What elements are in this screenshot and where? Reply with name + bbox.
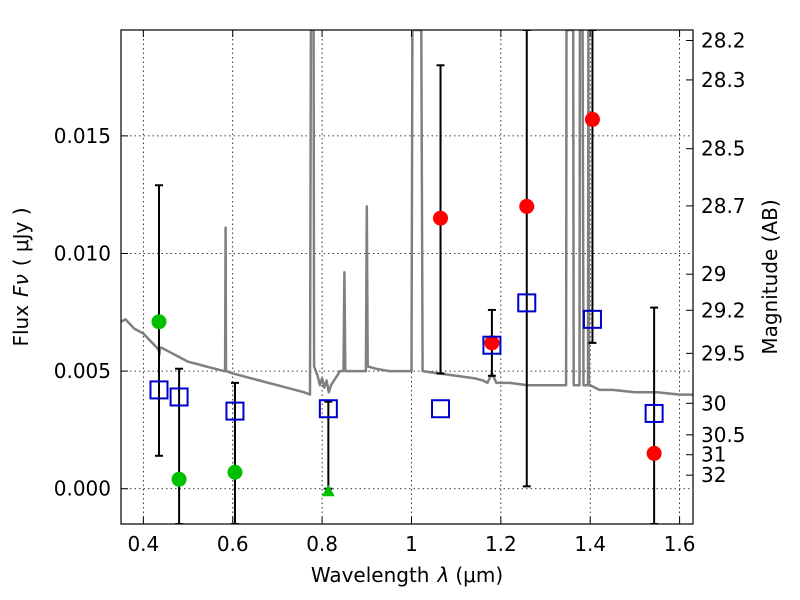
model-band-flux (582, 309, 602, 329)
y-tick-label: 0.010 (54, 241, 111, 265)
x-tick-label: 1.2 (485, 532, 517, 556)
model-band-flux (169, 387, 189, 407)
y2-tick-label: 31 (701, 443, 726, 467)
data-point (433, 210, 449, 226)
y2-tick-label: 28.7 (701, 194, 746, 218)
model-band-flux (482, 335, 502, 355)
y2-tick-label: 28.5 (701, 137, 746, 161)
upper-limit-marker (321, 484, 335, 497)
x-tick-label: 1.4 (574, 532, 606, 556)
x-axis-title: Wavelength λ (μm) (311, 563, 503, 587)
y-axis-left: 0.000 0.005 0.010 0.015 (54, 124, 128, 501)
x-tick-label: 0.4 (127, 532, 159, 556)
plot-frame (120, 29, 694, 525)
x-tick-label: 0.6 (217, 532, 249, 556)
model-band-flux (517, 293, 537, 313)
y-tick-label: 0.015 (54, 124, 111, 148)
y2-tick-label: 32 (701, 463, 726, 487)
y2-tick-label: 29 (701, 262, 726, 286)
model-band-flux (225, 401, 245, 421)
y2-axis-title: Magnitude (AB) (758, 199, 782, 354)
y-tick-label: 0.005 (54, 359, 111, 383)
data-point (171, 471, 187, 487)
data-point (646, 445, 662, 461)
y2-tick-label: 28.3 (701, 68, 746, 92)
x-axis: 0.4 0.6 0.8 1 1.2 1.4 1.6 (127, 30, 696, 556)
x-tick-label: 1 (405, 532, 418, 556)
model-band-flux (318, 399, 338, 419)
y2-tick-label: 29.5 (701, 341, 746, 365)
y2-tick-label: 30.5 (701, 423, 746, 447)
data-point (484, 335, 500, 351)
y-axis-title: FluxFν( μJy ) (9, 207, 33, 346)
x-tick-label: 1.6 (664, 532, 696, 556)
y-tick-label: 0.000 (54, 477, 111, 501)
data-point (227, 464, 243, 480)
y2-tick-label: 29.2 (701, 298, 746, 322)
data-point (584, 111, 600, 127)
y2-tick-label: 30 (701, 391, 726, 415)
model-band-flux (644, 403, 664, 423)
model-band-flux (431, 399, 451, 419)
data-point (151, 314, 167, 330)
model-band-flux (149, 380, 169, 400)
plot-area (121, 30, 693, 524)
data-point (519, 198, 535, 214)
x-tick-label: 0.8 (306, 532, 338, 556)
model-spectrum-line (121, 30, 693, 396)
y2-tick-label: 28.2 (701, 28, 746, 52)
markers (149, 111, 664, 497)
